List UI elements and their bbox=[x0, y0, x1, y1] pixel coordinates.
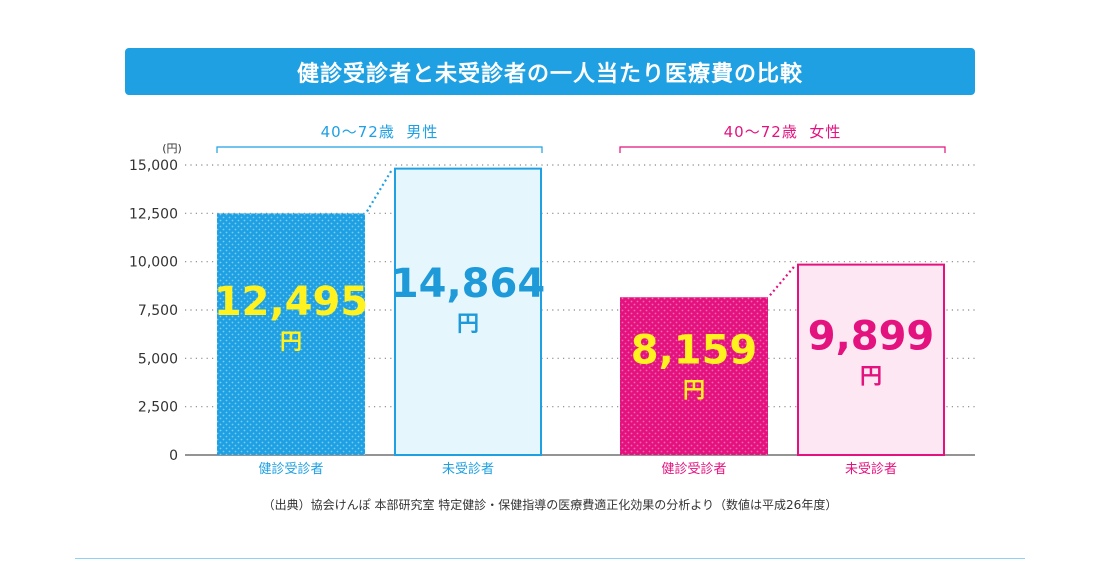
y-unit-label: (円) bbox=[162, 142, 182, 155]
x-category-label: 健診受診者 bbox=[258, 461, 323, 477]
group-label: 40～72歳 男性 bbox=[321, 123, 439, 141]
bar-value-label: 14,864 bbox=[391, 261, 545, 307]
source-note: （出典）協会けんぽ 本部研究室 特定健診・保健指導の医療費適正化効果の分析より（… bbox=[262, 498, 838, 512]
chart-title: 健診受診者と未受診者の一人当たり医療費の比較 bbox=[296, 61, 803, 87]
bar-value-label: 9,899 bbox=[808, 314, 935, 360]
x-category-label: 未受診者 bbox=[442, 461, 494, 477]
bar-unit-label: 円 bbox=[683, 379, 705, 404]
y-tick-label: 12,500 bbox=[129, 206, 178, 222]
x-category-label: 健診受診者 bbox=[661, 461, 726, 477]
bar bbox=[217, 213, 365, 455]
y-tick-label: 5,000 bbox=[138, 351, 178, 367]
bar-unit-label: 円 bbox=[457, 312, 479, 337]
bar-connector bbox=[769, 264, 796, 296]
chart-title-banner: 健診受診者と未受診者の一人当たり医療費の比較 bbox=[125, 48, 975, 95]
bar bbox=[394, 167, 542, 456]
y-tick-label: 10,000 bbox=[129, 255, 178, 271]
y-tick-label: 15,000 bbox=[129, 158, 178, 174]
bar-connector bbox=[366, 169, 393, 212]
bar-unit-label: 円 bbox=[860, 365, 882, 390]
group-bracket bbox=[619, 146, 946, 153]
group-bracket bbox=[216, 146, 543, 153]
bottom-divider bbox=[75, 558, 1025, 559]
group-label: 40～72歳 女性 bbox=[724, 123, 842, 141]
y-tick-label: 0 bbox=[169, 448, 178, 464]
bar-value-label: 12,495 bbox=[214, 279, 368, 325]
bar bbox=[620, 297, 768, 455]
bar bbox=[797, 263, 945, 456]
y-tick-label: 2,500 bbox=[138, 400, 178, 416]
bar-unit-label: 円 bbox=[280, 330, 302, 355]
x-category-label: 未受診者 bbox=[845, 461, 897, 477]
y-tick-label: 7,500 bbox=[138, 303, 178, 319]
bar-value-label: 8,159 bbox=[631, 328, 758, 374]
